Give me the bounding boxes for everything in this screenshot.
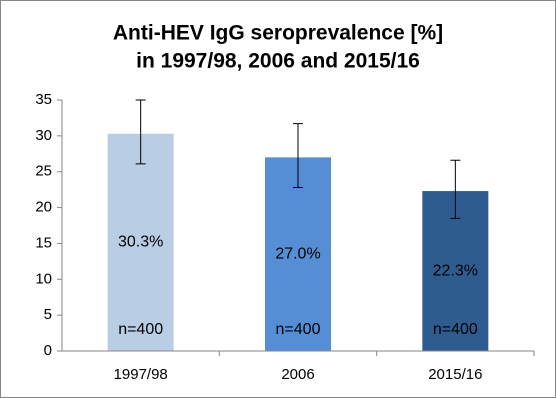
- sample-label: n=400: [433, 321, 478, 338]
- value-label: 27.0%: [275, 245, 320, 262]
- bar: [107, 133, 174, 351]
- x-tick-label: 2015/16: [428, 366, 482, 383]
- y-tick-label: 15: [35, 234, 52, 251]
- error-bar-upper: [135, 99, 146, 134]
- value-label: 30.3%: [118, 234, 163, 251]
- x-tick-label: 1997/98: [114, 366, 168, 383]
- x-tick-label: 2006: [281, 366, 314, 383]
- sample-label: n=400: [118, 321, 163, 338]
- y-tick-label: 5: [44, 306, 52, 323]
- error-bar-upper: [293, 123, 303, 158]
- chart-title: Anti-HEV IgG seroprevalence [%]: [113, 22, 443, 45]
- y-tick-label: 10: [35, 270, 52, 287]
- y-tick-label: 20: [35, 199, 52, 216]
- error-bar-lower: [293, 157, 303, 188]
- y-tick-label: 25: [35, 163, 52, 180]
- error-bar-lower: [450, 191, 461, 219]
- chart-title: in 1997/98, 2006 and 2015/16: [136, 50, 420, 73]
- y-tick-label: 35: [35, 91, 52, 108]
- error-bar-upper: [450, 159, 461, 192]
- bar: [265, 157, 331, 351]
- value-label: 22.3%: [433, 262, 478, 279]
- error-bar-lower: [135, 133, 146, 165]
- y-tick-label: 0: [44, 342, 52, 359]
- sample-label: n=400: [276, 321, 321, 338]
- y-tick-label: 30: [35, 127, 52, 144]
